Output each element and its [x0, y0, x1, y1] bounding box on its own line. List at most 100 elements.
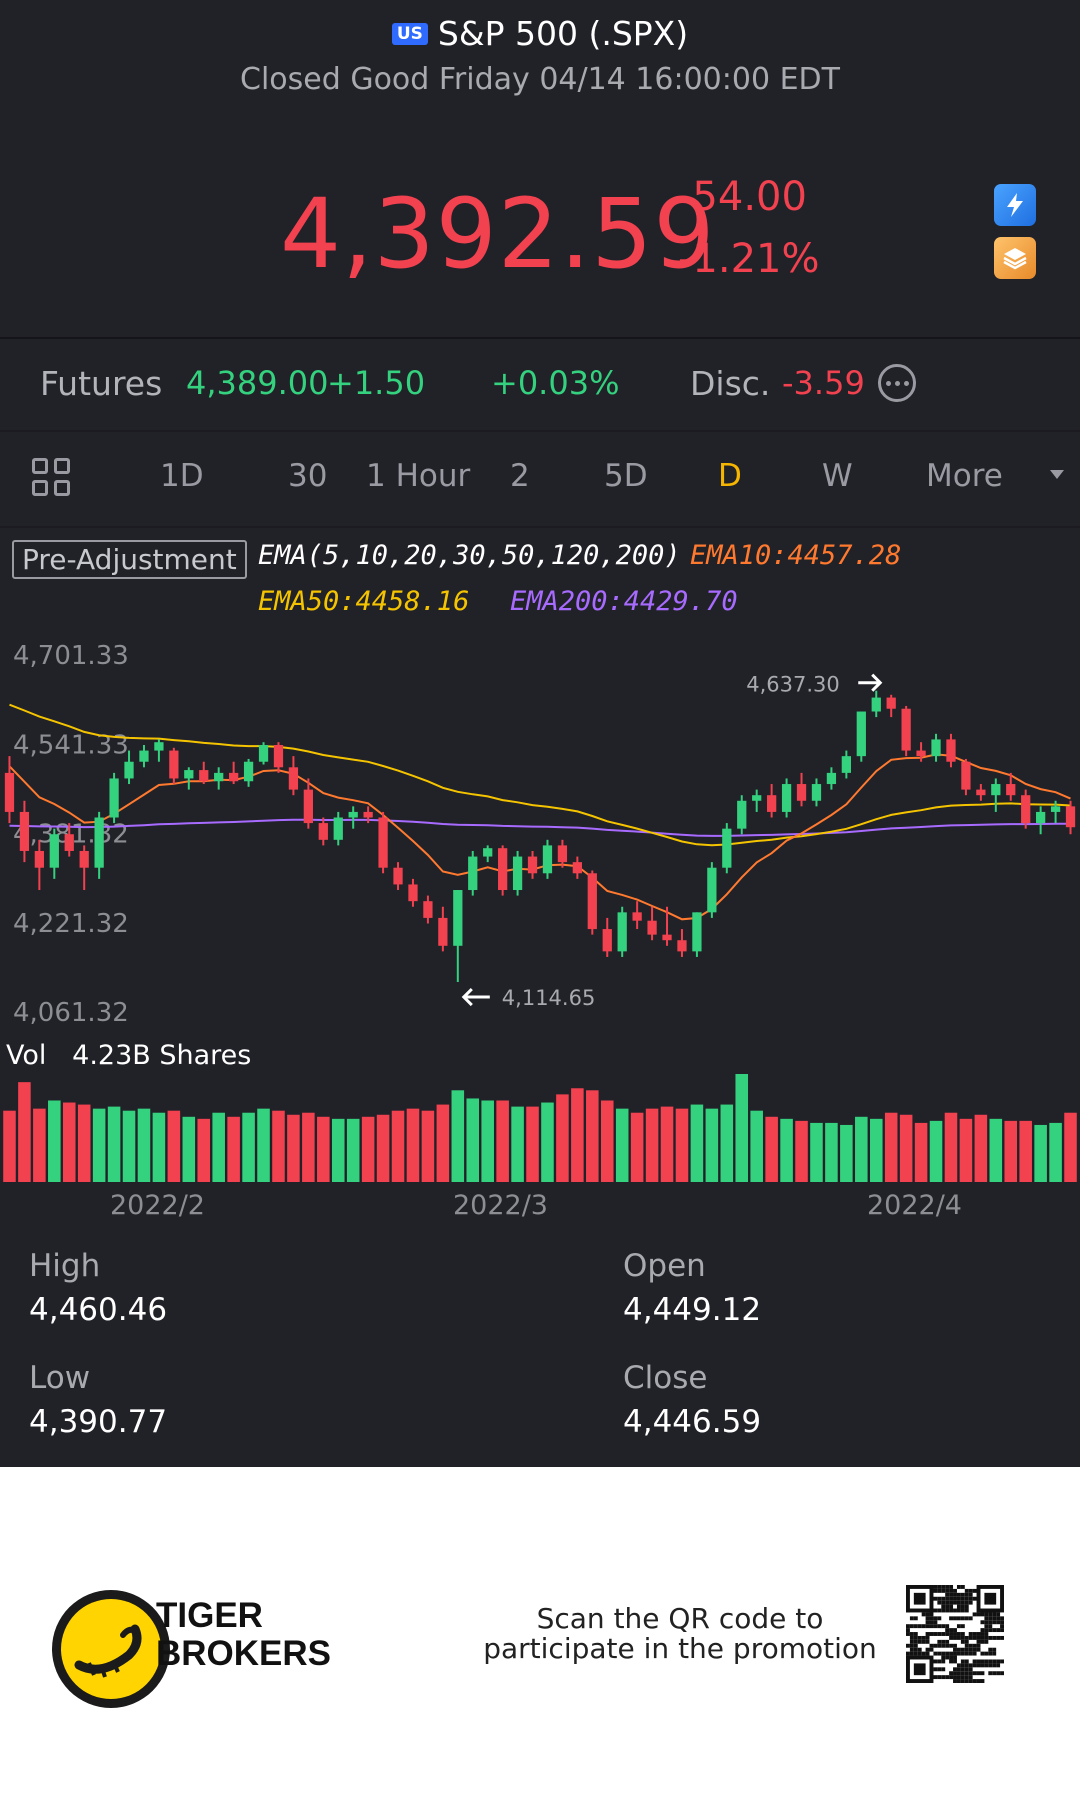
candle-body [79, 850, 89, 868]
high-label: High [29, 1248, 101, 1284]
volume-bar [705, 1108, 719, 1182]
candle-body [662, 934, 672, 941]
volume-bar [869, 1118, 883, 1182]
volume-bar [511, 1106, 524, 1182]
candle-body [64, 834, 74, 851]
layout-grid-icon[interactable] [32, 458, 70, 496]
tab-d[interactable]: D [718, 458, 742, 494]
volume-bar [720, 1104, 734, 1182]
volume-bar [376, 1114, 390, 1182]
candle-body [243, 761, 254, 782]
tab-5d[interactable]: 5D [604, 458, 648, 494]
candle-body [199, 770, 209, 782]
futures-value: 4,389.00 [186, 364, 329, 402]
more-options-icon[interactable] [878, 364, 916, 402]
candle-body [154, 742, 164, 751]
candle-body [1006, 784, 1016, 796]
volume-bar [675, 1108, 689, 1182]
volume-bar [406, 1108, 420, 1182]
chevron-down-icon[interactable] [1050, 470, 1064, 479]
volume-bar [48, 1100, 61, 1182]
candle-body [811, 784, 822, 801]
candle-body [826, 772, 837, 785]
volume-bar [3, 1110, 16, 1182]
y-tick-label: 4,221.32 [13, 909, 129, 939]
high-annotation: 4,637.30 [746, 673, 840, 697]
market-status: Closed Good Friday 04/14 16:00:00 EDT [240, 62, 840, 97]
page-title: US S&P 500 (.SPX) [0, 14, 1080, 53]
ema50-value: EMA50:4458.16 [258, 586, 470, 617]
candle-body [169, 750, 179, 779]
volume-bar [571, 1088, 584, 1182]
tab-2[interactable]: 2 [510, 458, 530, 494]
ema-settings-label[interactable]: EMA(5,10,20,30,50,120,200) [258, 540, 681, 571]
open-label: Open [623, 1248, 706, 1284]
tab-30[interactable]: 30 [288, 458, 328, 494]
volume-bar [765, 1116, 778, 1182]
volume-bar [959, 1118, 973, 1182]
tab-1-hour[interactable]: 1 Hour [366, 458, 471, 494]
candle-body [707, 867, 717, 913]
flash-icon[interactable] [994, 184, 1036, 226]
volume-bar [600, 1100, 614, 1182]
candle-body [722, 828, 732, 868]
futures-change-percent: +0.03% [491, 364, 620, 402]
volume-bar [92, 1108, 106, 1182]
tab-1d[interactable]: 1D [160, 458, 204, 494]
volume-bar [436, 1104, 450, 1182]
x-axis-label: 2022/3 [453, 1190, 548, 1221]
x-axis-label: 2022/2 [110, 1190, 205, 1221]
candle-body [348, 811, 358, 818]
divider [0, 526, 1080, 528]
candle-body [139, 750, 149, 762]
candle-body [124, 761, 134, 779]
volume-bar [690, 1104, 704, 1182]
volume-bar [1019, 1120, 1032, 1182]
y-tick-label: 4,701.33 [13, 641, 129, 671]
candle-body [1036, 811, 1046, 824]
futures-label: Futures [40, 364, 163, 403]
volume-bar [287, 1114, 300, 1182]
promo-text: Scan the QR code to participate in the p… [483, 1602, 877, 1665]
volume-bar [645, 1108, 659, 1182]
candle-body [1050, 806, 1061, 812]
candle-body [393, 867, 403, 885]
price-chart[interactable]: 4,701.334,541.334,381.324,221.324,061.32… [0, 620, 1080, 1190]
volume-bar [302, 1112, 315, 1182]
candle-body [961, 761, 971, 790]
discount-value: -3.59 [782, 364, 865, 402]
volume-bar [660, 1106, 674, 1182]
candle-body [453, 890, 463, 946]
candle-body [19, 811, 30, 851]
ema200-value: EMA200:4429.70 [510, 586, 738, 617]
candle-body [976, 789, 986, 796]
tab-w[interactable]: W [822, 458, 853, 494]
tab-more[interactable]: More [926, 458, 1003, 494]
price-change-percent: -1.21% [678, 236, 820, 282]
layers-icon[interactable] [994, 237, 1036, 279]
ema50-line [9, 703, 1071, 847]
candle-body [258, 744, 269, 762]
candle-body [871, 697, 881, 712]
low-label: Low [29, 1360, 91, 1396]
volume-bar [989, 1118, 1003, 1182]
volume-bar [167, 1110, 181, 1182]
candle-body [781, 784, 792, 812]
quote-panel [0, 0, 1080, 1467]
pre-adjustment-button[interactable]: Pre-Adjustment [12, 540, 247, 579]
volume-bar [735, 1074, 749, 1182]
divider [0, 430, 1080, 432]
volume-bar [899, 1114, 913, 1182]
volume-bar [914, 1122, 928, 1182]
candle-body [49, 834, 59, 868]
volume-bar [33, 1108, 46, 1182]
volume-bar [152, 1112, 166, 1182]
qr-code[interactable] [906, 1585, 1004, 1683]
candle-body [916, 750, 926, 757]
candle-body [692, 912, 702, 952]
candle-body [34, 850, 44, 868]
ticker-title: S&P 500 (.SPX) [437, 14, 689, 53]
volume-bar [825, 1122, 838, 1182]
arrow-right-icon [858, 673, 883, 692]
